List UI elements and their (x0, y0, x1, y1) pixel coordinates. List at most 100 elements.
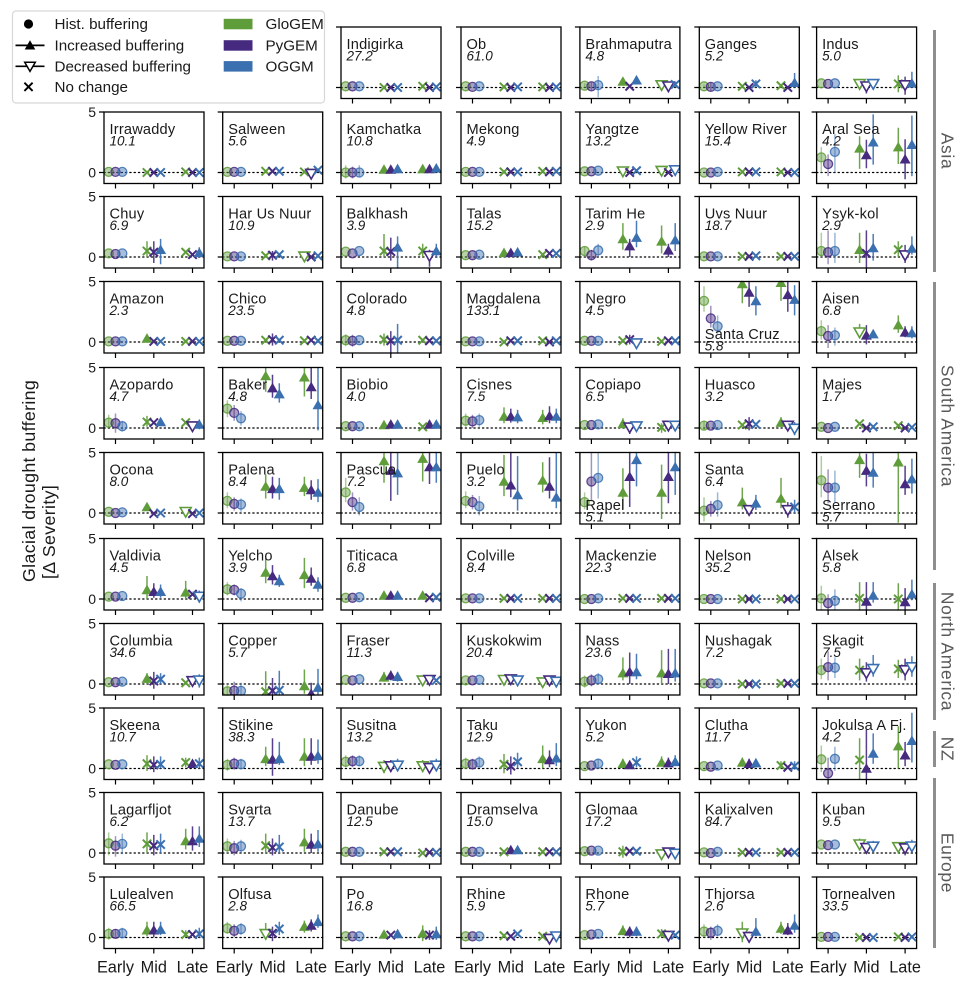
svg-text:13.7: 13.7 (228, 814, 255, 829)
svg-text:Glacial drought buffering: Glacial drought buffering (19, 380, 39, 582)
svg-text:Mekong: Mekong (467, 122, 520, 138)
svg-text:Mid: Mid (736, 959, 762, 977)
svg-text:6.8: 6.8 (347, 560, 366, 575)
svg-text:Decreased buffering: Decreased buffering (55, 59, 192, 76)
svg-text:Nelson: Nelson (705, 549, 752, 565)
svg-text:5: 5 (88, 785, 96, 801)
svg-text:Late: Late (177, 959, 209, 977)
svg-text:Yangtze: Yangtze (585, 122, 639, 138)
svg-text:6.5: 6.5 (585, 389, 604, 404)
svg-text:0: 0 (88, 845, 96, 861)
svg-text:Biobio: Biobio (347, 378, 389, 394)
svg-text:5: 5 (88, 531, 96, 547)
svg-text:Kuban: Kuban (822, 803, 865, 819)
svg-text:27.2: 27.2 (346, 49, 374, 64)
svg-text:Late: Late (653, 959, 685, 977)
svg-text:20.4: 20.4 (466, 645, 493, 660)
svg-text:10.9: 10.9 (228, 218, 255, 233)
svg-text:66.5: 66.5 (110, 899, 137, 914)
svg-text:Late: Late (772, 959, 804, 977)
svg-text:Baker: Baker (228, 378, 267, 394)
svg-text:Po: Po (347, 887, 365, 903)
svg-text:Stikine: Stikine (228, 718, 273, 734)
svg-text:4.2: 4.2 (822, 730, 841, 745)
svg-text:Asia: Asia (938, 133, 958, 170)
svg-text:7.5: 7.5 (822, 645, 841, 660)
svg-text:61.0: 61.0 (467, 49, 494, 64)
svg-text:North America: North America (938, 592, 958, 711)
svg-text:Copper: Copper (228, 634, 277, 650)
svg-text:Puelo: Puelo (467, 463, 505, 479)
svg-text:23.5: 23.5 (227, 303, 255, 318)
svg-text:5.2: 5.2 (585, 730, 604, 745)
svg-text:South America: South America (938, 365, 958, 487)
svg-text:5.6: 5.6 (228, 134, 247, 149)
svg-text:Rhine: Rhine (467, 887, 506, 903)
svg-text:5: 5 (88, 869, 96, 885)
svg-text:15.4: 15.4 (705, 134, 731, 149)
svg-text:5: 5 (88, 274, 96, 290)
svg-text:Lagarfljot: Lagarfljot (110, 803, 172, 819)
svg-text:OGGM: OGGM (266, 59, 314, 76)
svg-text:Cisnes: Cisnes (467, 378, 513, 394)
svg-text:5.8: 5.8 (822, 560, 841, 575)
svg-text:4.8: 4.8 (347, 303, 366, 318)
svg-text:4.9: 4.9 (467, 134, 486, 149)
svg-text:Early: Early (810, 959, 848, 977)
svg-text:No change: No change (55, 79, 128, 96)
svg-text:1.7: 1.7 (822, 389, 841, 404)
svg-text:2.9: 2.9 (584, 218, 604, 233)
svg-text:Susitna: Susitna (347, 718, 398, 734)
svg-text:7.5: 7.5 (467, 389, 486, 404)
svg-text:3.9: 3.9 (228, 560, 247, 575)
svg-text:NZ: NZ (938, 737, 958, 762)
svg-text:5: 5 (88, 616, 96, 632)
svg-text:Kuskokwim: Kuskokwim (467, 634, 543, 650)
svg-text:Tarim He: Tarim He (585, 207, 645, 223)
svg-text:38.3: 38.3 (228, 730, 255, 745)
svg-text:[Δ Severity]: [Δ Severity] (39, 485, 59, 579)
svg-text:PyGEM: PyGEM (266, 38, 318, 55)
svg-text:Mid: Mid (141, 959, 167, 977)
svg-text:18.7: 18.7 (705, 218, 732, 233)
svg-text:0: 0 (88, 591, 96, 607)
svg-text:Salween: Salween (228, 122, 285, 138)
svg-text:Har Us Nuur: Har Us Nuur (228, 207, 311, 223)
svg-text:Late: Late (889, 959, 921, 977)
svg-text:8.0: 8.0 (110, 474, 129, 489)
svg-text:Azopardo: Azopardo (110, 378, 174, 394)
svg-text:11.7: 11.7 (705, 730, 731, 745)
svg-text:Yelcho: Yelcho (228, 549, 272, 565)
svg-text:Svarta: Svarta (228, 803, 272, 819)
svg-text:13.2: 13.2 (585, 134, 612, 149)
svg-text:5.8: 5.8 (705, 339, 724, 354)
svg-text:8.4: 8.4 (228, 474, 247, 489)
svg-text:84.7: 84.7 (705, 814, 732, 829)
svg-text:Ysyk-kol: Ysyk-kol (822, 207, 879, 223)
svg-text:22.3: 22.3 (584, 560, 612, 575)
svg-text:34.6: 34.6 (110, 645, 137, 660)
svg-text:35.2: 35.2 (705, 560, 732, 575)
svg-text:Aral Sea: Aral Sea (822, 122, 880, 138)
svg-text:10.8: 10.8 (347, 134, 374, 149)
svg-text:15.0: 15.0 (467, 814, 494, 829)
svg-text:0: 0 (88, 420, 96, 436)
svg-text:7.2: 7.2 (347, 474, 366, 489)
svg-text:2.9: 2.9 (821, 218, 841, 233)
svg-text:Negro: Negro (585, 292, 626, 308)
svg-text:0: 0 (88, 505, 96, 521)
svg-text:4.2: 4.2 (822, 134, 841, 149)
svg-text:5.7: 5.7 (822, 510, 841, 525)
svg-text:Danube: Danube (347, 803, 399, 819)
svg-text:Pascua: Pascua (347, 463, 398, 479)
svg-text:Copiapo: Copiapo (585, 378, 641, 394)
svg-text:13.2: 13.2 (347, 730, 374, 745)
svg-text:Yukon: Yukon (585, 718, 627, 734)
svg-text:Ganges: Ganges (705, 37, 757, 53)
svg-text:3.9: 3.9 (347, 218, 366, 233)
svg-text:Aisen: Aisen (822, 292, 860, 308)
svg-text:5.2: 5.2 (705, 49, 724, 64)
svg-text:6.4: 6.4 (705, 474, 724, 489)
svg-text:9.5: 9.5 (822, 814, 841, 829)
svg-text:7.2: 7.2 (705, 645, 724, 660)
